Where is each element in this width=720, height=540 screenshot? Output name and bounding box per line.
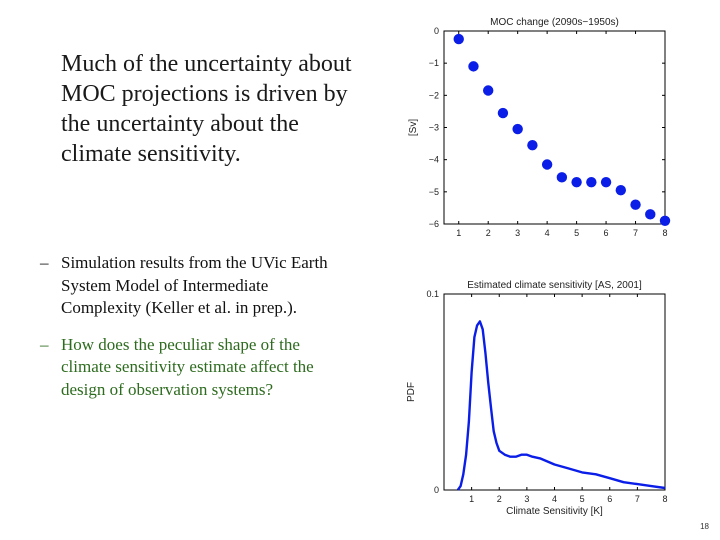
slide-headline: Much of the uncertainty about MOC projec…: [61, 51, 352, 167]
y-axis-label: [Sv]: [408, 119, 419, 136]
x-tick-label: 3: [524, 494, 529, 504]
y-tick-label: −6: [429, 219, 439, 229]
data-point: [645, 209, 656, 220]
x-tick-label: 7: [633, 228, 638, 238]
x-tick-label: 6: [607, 494, 612, 504]
y-tick-label: −5: [429, 187, 439, 197]
bullet-text: How does the peculiar shape of the clima…: [61, 334, 314, 399]
y-tick-label: 0: [434, 26, 439, 36]
y-tick-label: 0: [434, 485, 439, 495]
x-tick-label: 2: [497, 494, 502, 504]
bullet-simulation-results: – Simulation results from the UVic Earth…: [40, 252, 340, 320]
data-point: [659, 215, 671, 226]
x-tick-label: 3: [515, 228, 520, 238]
data-point: [556, 172, 568, 183]
data-point: [600, 176, 612, 188]
data-point: [512, 123, 523, 135]
chart-title: Estimated climate sensitivity [AS, 2001]: [467, 280, 642, 291]
data-point: [453, 33, 464, 45]
y-tick-label: −2: [429, 90, 439, 100]
x-tick-label: 1: [469, 494, 474, 504]
y-tick-label: 0.1: [426, 289, 439, 299]
data-point: [571, 176, 582, 188]
data-point: [615, 185, 626, 196]
data-point: [497, 107, 509, 119]
x-tick-label: 5: [580, 494, 585, 504]
data-point: [630, 199, 641, 210]
bullet-question: – How does the peculiar shape of the cli…: [40, 334, 340, 402]
data-point: [527, 139, 538, 151]
data-point: [483, 85, 494, 96]
bullet-dash: –: [40, 253, 49, 272]
bullet-list: – Simulation results from the UVic Earth…: [40, 252, 340, 415]
page-number: 18: [700, 522, 709, 531]
y-axis-label: PDF: [406, 382, 417, 402]
x-tick-label: 4: [545, 228, 550, 238]
x-tick-label: 8: [662, 228, 667, 238]
chart-title: MOC change (2090s−1950s): [490, 17, 619, 28]
data-point: [468, 61, 479, 72]
x-tick-label: 4: [552, 494, 557, 504]
pdf-curve: [456, 320, 666, 491]
x-tick-label: 7: [635, 494, 640, 504]
x-tick-label: 6: [604, 228, 609, 238]
data-point: [586, 176, 597, 188]
y-tick-label: −1: [429, 58, 439, 68]
y-tick-label: −3: [429, 123, 439, 133]
x-tick-label: 8: [662, 494, 667, 504]
bullet-text: Simulation results from the UVic Earth S…: [61, 253, 328, 317]
data-point: [541, 159, 553, 170]
x-axis-label: Climate Sensitivity [K]: [506, 506, 603, 517]
x-tick-label: 5: [574, 228, 579, 238]
y-tick-label: −4: [429, 155, 439, 165]
x-tick-label: 2: [486, 228, 491, 238]
x-tick-label: 1: [456, 228, 461, 238]
bullet-dash: –: [40, 334, 49, 354]
